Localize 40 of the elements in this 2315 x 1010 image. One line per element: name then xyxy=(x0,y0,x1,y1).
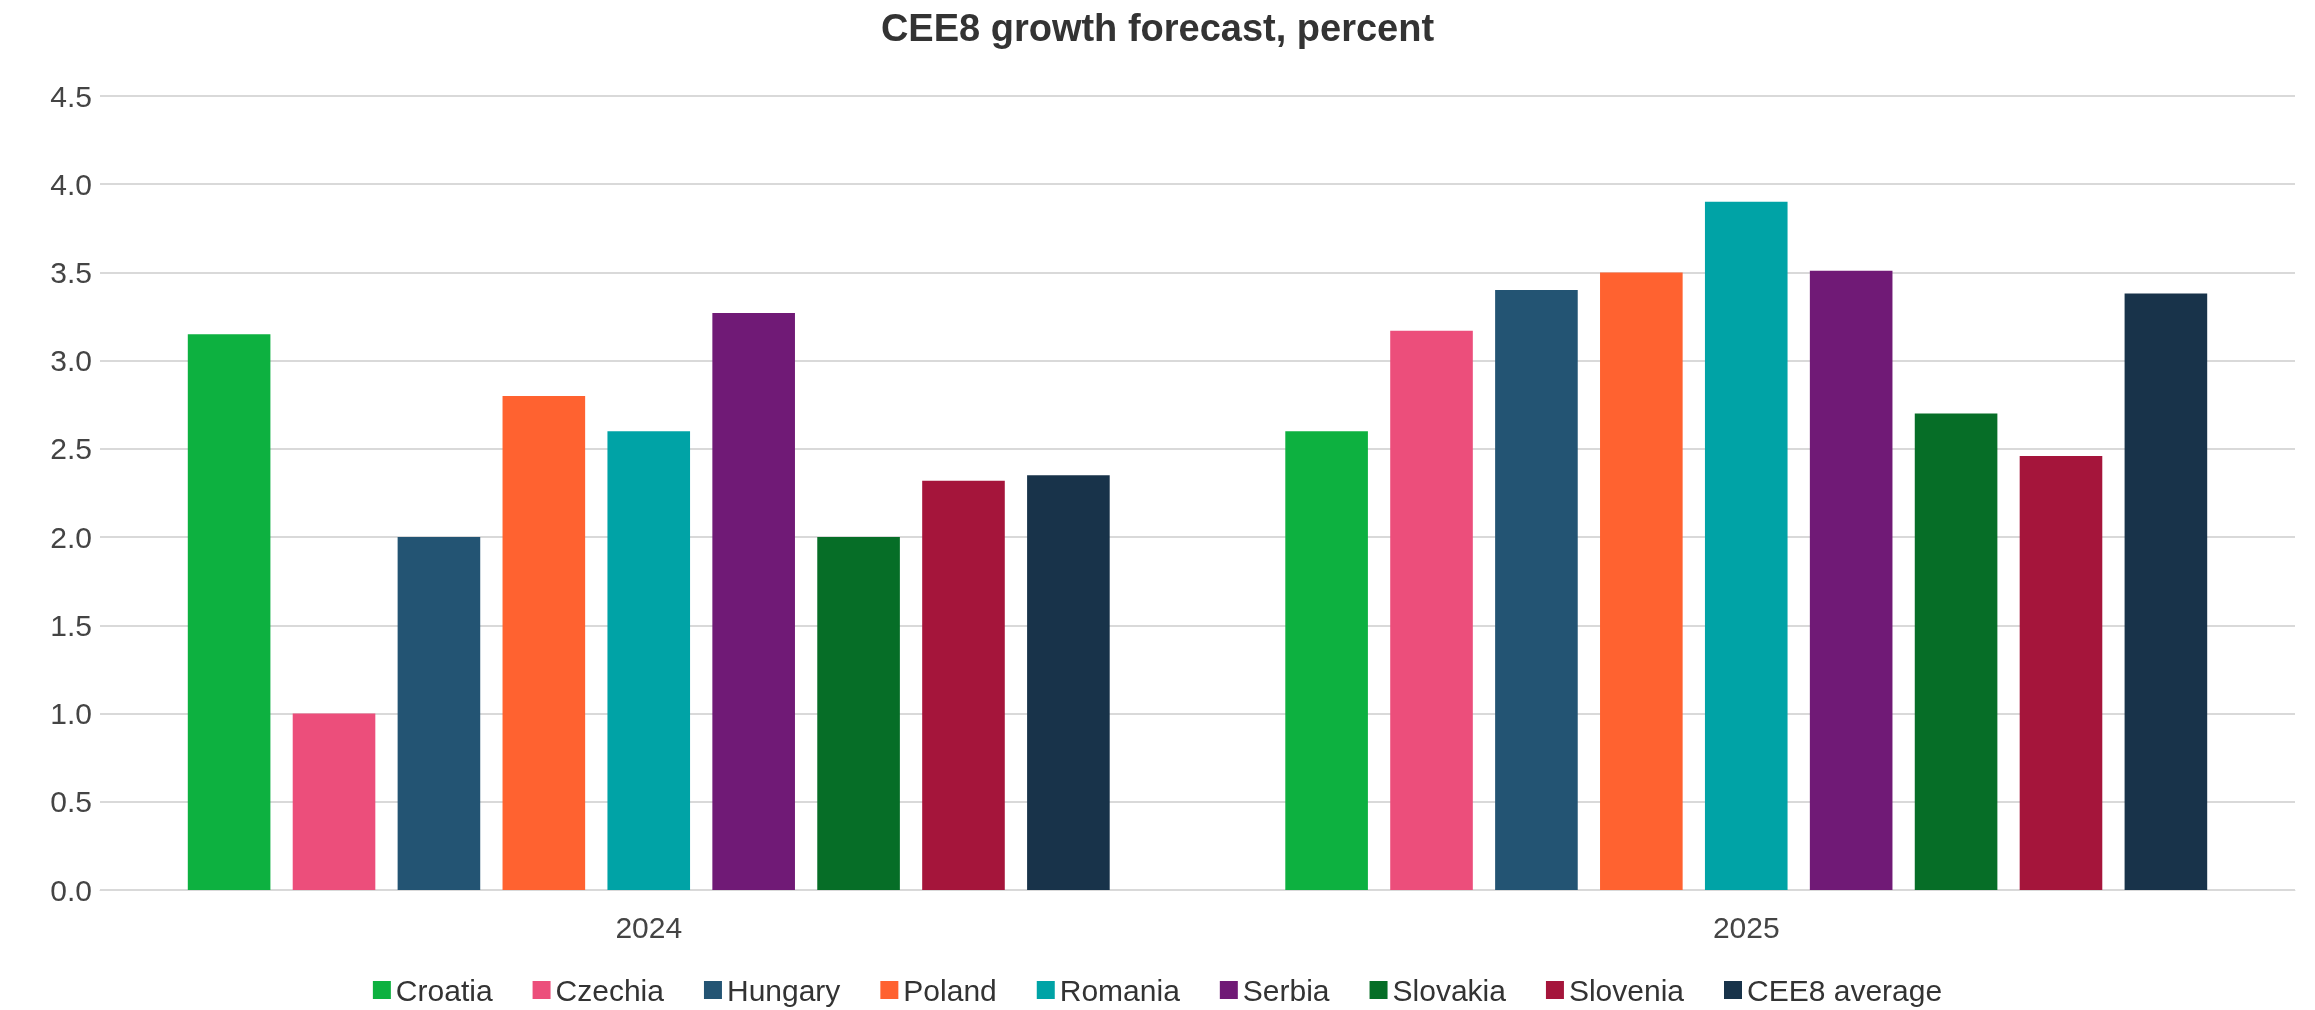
y-tick-label: 3.5 xyxy=(50,255,92,289)
y-tick-label: 1.5 xyxy=(50,608,92,642)
legend-label: Poland xyxy=(903,973,997,1007)
y-tick-label: 0.0 xyxy=(50,873,92,907)
legend-label: Hungary xyxy=(726,973,841,1007)
bar xyxy=(1285,431,1368,890)
legend-label: Croatia xyxy=(395,973,493,1007)
bar xyxy=(1704,201,1788,890)
legend-label: Slovakia xyxy=(1392,973,1507,1007)
bar xyxy=(187,334,271,890)
x-tick-label: 2024 xyxy=(615,910,683,944)
bar xyxy=(292,713,376,890)
y-tick-label: 4.5 xyxy=(50,79,92,113)
legend-label: Romania xyxy=(1059,973,1181,1007)
bar xyxy=(2019,455,2103,890)
bar xyxy=(607,431,691,890)
bar xyxy=(1495,290,1578,890)
bar xyxy=(922,480,1005,890)
y-tick-label: 3.0 xyxy=(50,344,92,378)
legend-label: CEE8 average xyxy=(1747,973,1943,1007)
bar xyxy=(2124,293,2208,890)
y-tick-label: 0.5 xyxy=(50,785,92,819)
y-tick-label: 2.0 xyxy=(50,520,92,554)
bar xyxy=(502,395,586,890)
legend-label: Czechia xyxy=(555,973,665,1007)
bar xyxy=(1600,272,1683,890)
bar xyxy=(1914,413,1998,890)
bar xyxy=(397,537,481,890)
bar xyxy=(1390,330,1473,890)
bar xyxy=(817,537,900,890)
y-tick-label: 4.0 xyxy=(50,167,92,201)
y-tick-label: 1.0 xyxy=(50,697,92,731)
chart-title: CEE8 growth forecast, percent xyxy=(880,7,1435,49)
y-tick-label: 2.5 xyxy=(50,432,92,466)
x-tick-label: 2025 xyxy=(1712,910,1780,944)
bar xyxy=(1809,270,1893,890)
legend-label: Serbia xyxy=(1242,973,1330,1007)
bar xyxy=(712,313,795,890)
bar xyxy=(1027,475,1110,890)
legend-label: Slovenia xyxy=(1568,973,1685,1007)
